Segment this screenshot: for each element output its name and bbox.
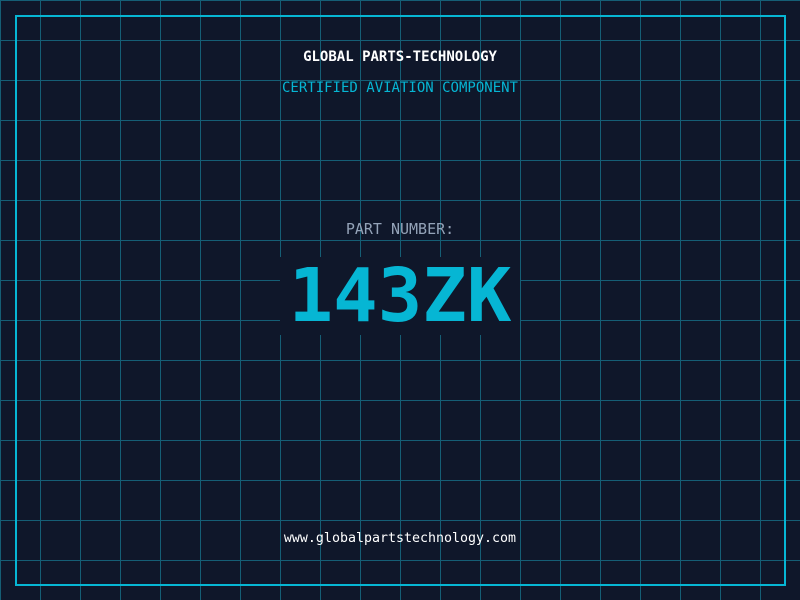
part-number-value: 143ZK: [280, 257, 520, 335]
part-number-label: PART NUMBER:: [345, 220, 455, 238]
company-name: GLOBAL PARTS-TECHNOLOGY: [303, 49, 497, 65]
website-link[interactable]: www.globalpartstechnology.com: [283, 531, 517, 546]
border-frame: [15, 15, 786, 586]
tagline: CERTIFIED AVIATION COMPONENT: [281, 80, 518, 96]
